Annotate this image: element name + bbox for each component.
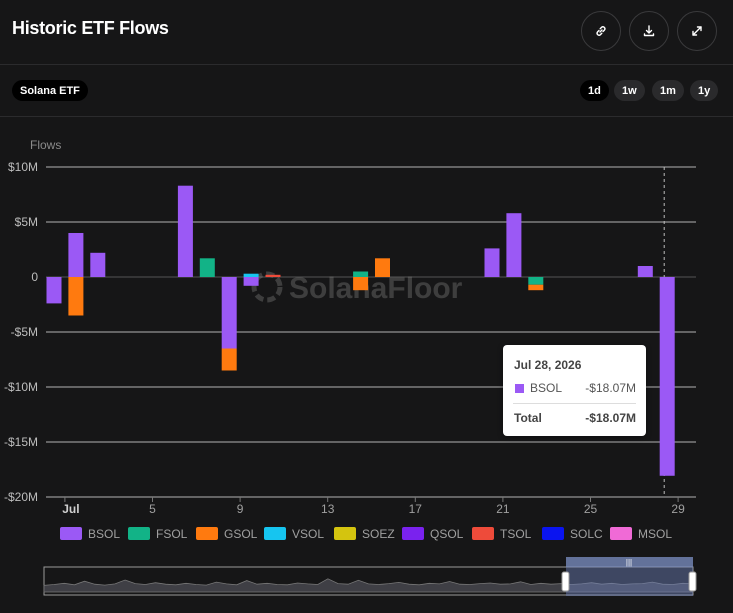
bar-bsol[interactable] <box>221 277 237 349</box>
y-tick-label: -$15M <box>4 435 38 449</box>
range-1w-button[interactable]: 1w <box>614 80 645 101</box>
legend-item-gsol[interactable]: GSOL <box>196 527 258 541</box>
x-tick-label: 17 <box>409 502 423 516</box>
bar-bsol[interactable] <box>637 266 653 277</box>
x-tick-label: 5 <box>149 502 156 516</box>
share-link-button[interactable] <box>581 11 621 51</box>
legend-item-soez[interactable]: SOEZ <box>334 527 395 541</box>
tooltip-swatch <box>515 384 524 393</box>
navigator-handle-left[interactable] <box>561 571 570 592</box>
download-icon <box>643 25 655 37</box>
link-icon <box>596 26 606 36</box>
tooltip-total-value: -$18.07M <box>585 411 636 425</box>
legend-swatch <box>472 527 494 540</box>
bar-bsol[interactable] <box>659 277 675 476</box>
bar-vsol[interactable] <box>243 273 259 277</box>
download-button[interactable] <box>629 11 669 51</box>
tooltip-date: Jul 28, 2026 <box>514 358 582 372</box>
legend-label: SOEZ <box>362 527 395 541</box>
legend-swatch <box>334 527 356 540</box>
solanafloor-logo-icon <box>251 271 283 303</box>
range-1y-button[interactable]: 1y <box>690 80 719 101</box>
y-tick-label: $5M <box>15 215 38 229</box>
expand-icon <box>692 26 702 36</box>
y-tick-label: 0 <box>31 270 38 284</box>
y-tick-label: -$20M <box>4 490 38 504</box>
navigator-handle-right[interactable] <box>688 571 697 592</box>
legend-label: MSOL <box>638 527 672 541</box>
chart-tooltip: Jul 28, 2026 BSOL -$18.07M Total -$18.07… <box>503 345 646 436</box>
navigator-grip-icon: ||| <box>626 558 632 567</box>
legend-swatch <box>610 527 632 540</box>
legend-label: VSOL <box>292 527 324 541</box>
bar-gsol[interactable] <box>528 284 544 291</box>
bar-bsol[interactable] <box>46 277 62 304</box>
legend-item-solc[interactable]: SOLC <box>542 527 603 541</box>
bar-bsol[interactable] <box>177 185 193 277</box>
header-divider <box>0 64 733 65</box>
legend-item-msol[interactable]: MSOL <box>610 527 672 541</box>
tooltip-series-value: -$18.07M <box>585 381 636 395</box>
legend-swatch <box>264 527 286 540</box>
x-tick-label: 21 <box>496 502 510 516</box>
y-axis-label: Flows <box>30 138 61 152</box>
x-tick-label: 13 <box>321 502 335 516</box>
bar-fsol[interactable] <box>528 277 544 285</box>
legend-swatch <box>196 527 218 540</box>
bar-fsol[interactable] <box>199 258 215 277</box>
legend-item-fsol[interactable]: FSOL <box>128 527 188 541</box>
legend-label: QSOL <box>430 527 464 541</box>
legend-item-bsol[interactable]: BSOL <box>60 527 120 541</box>
tooltip-series-name: BSOL <box>530 381 563 395</box>
legend-label: BSOL <box>88 527 120 541</box>
watermark-text: SolanaFloor <box>289 272 463 305</box>
bar-gsol[interactable] <box>375 258 390 277</box>
y-tick-label: -$10M <box>4 380 38 394</box>
tooltip-total-label: Total <box>514 411 542 425</box>
etf-filter-select[interactable]: Solana ETF <box>12 80 88 101</box>
bar-bsol[interactable] <box>90 252 106 277</box>
bar-fsol[interactable] <box>353 271 369 278</box>
bar-tsol[interactable] <box>265 274 281 277</box>
navigator-series <box>43 578 694 593</box>
legend-swatch <box>128 527 150 540</box>
legend-swatch <box>402 527 424 540</box>
bar-bsol[interactable] <box>506 213 522 277</box>
legend-swatch <box>60 527 82 540</box>
legend-item-tsol[interactable]: TSOL <box>472 527 532 541</box>
x-tick-label: 25 <box>584 502 598 516</box>
y-tick-label: $10M <box>8 160 38 174</box>
bar-gsol[interactable] <box>353 277 369 291</box>
bar-bsol[interactable] <box>484 248 500 277</box>
range-1m-button[interactable]: 1m <box>652 80 684 101</box>
bar-bsol[interactable] <box>68 233 84 277</box>
bar-bsol[interactable] <box>243 277 259 286</box>
x-tick-label: 9 <box>237 502 244 516</box>
y-tick-label: -$5M <box>11 325 38 339</box>
legend-label: FSOL <box>156 527 188 541</box>
navigator-scrollbar[interactable] <box>566 557 693 567</box>
legend-item-vsol[interactable]: VSOL <box>264 527 324 541</box>
range-1d-button[interactable]: 1d <box>580 80 609 101</box>
expand-button[interactable] <box>677 11 717 51</box>
legend-label: TSOL <box>500 527 532 541</box>
bar-gsol[interactable] <box>68 277 84 316</box>
tooltip-divider <box>513 403 636 404</box>
filter-divider <box>0 116 733 117</box>
legend-label: SOLC <box>570 527 603 541</box>
x-tick-label: 29 <box>671 502 685 516</box>
x-tick-label: Jul <box>62 502 79 516</box>
page-title: Historic ETF Flows <box>12 18 169 38</box>
bar-gsol[interactable] <box>221 348 237 371</box>
legend-label: GSOL <box>224 527 258 541</box>
legend-item-qsol[interactable]: QSOL <box>402 527 464 541</box>
legend-swatch <box>542 527 564 540</box>
